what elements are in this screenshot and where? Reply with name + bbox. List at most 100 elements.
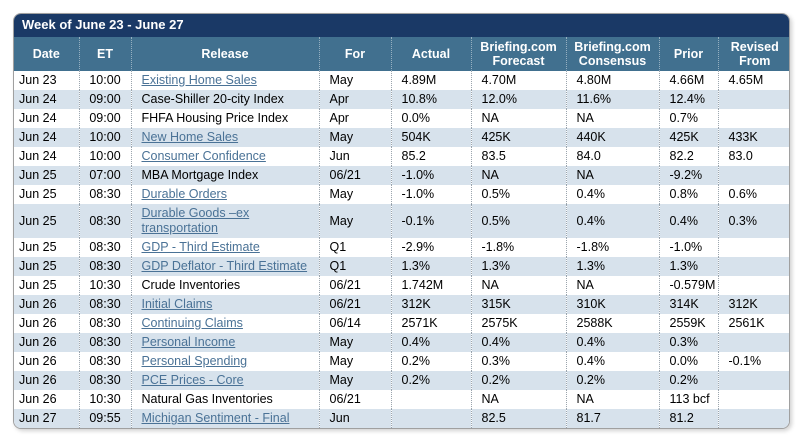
cell-consensus: NA xyxy=(565,109,659,128)
release-link[interactable]: GDP Deflator - Third Estimate xyxy=(141,259,308,273)
col-header-prior: Prior xyxy=(658,37,718,71)
cell-consensus: 4.80M xyxy=(565,71,659,90)
table-row: Jun 26 08:30 Continuing Claims 06/14 257… xyxy=(14,314,789,333)
cell-release: Durable Goods –ex transportation xyxy=(130,204,319,238)
table-row: Jun 25 10:30 Crude Inventories 06/21 1.7… xyxy=(14,276,789,295)
release-link[interactable]: Initial Claims xyxy=(141,297,213,311)
table-row: Jun 25 07:00 MBA Mortgage Index 06/21 -1… xyxy=(14,166,789,185)
cell-et: 09:00 xyxy=(78,109,131,128)
cell-revised xyxy=(717,238,789,257)
cell-prior: 0.8% xyxy=(658,185,718,204)
cell-date: Jun 25 xyxy=(19,168,57,182)
cell-actual: 0.4% xyxy=(390,333,471,352)
col-header-actual: Actual xyxy=(390,37,471,71)
release-link[interactable]: New Home Sales xyxy=(141,130,239,144)
table-row: Jun 24 09:00 Case-Shiller 20-city Index … xyxy=(14,90,789,109)
col-header-briefing-forecast: Briefing.com Forecast xyxy=(470,37,566,71)
cell-for: 06/21 xyxy=(318,276,391,295)
cell-prior: 0.0% xyxy=(658,352,718,371)
cell-for: May xyxy=(318,352,391,371)
cell-et: 08:30 xyxy=(78,333,131,352)
cell-et: 10:30 xyxy=(78,276,131,295)
cell-forecast: 82.5 xyxy=(470,409,566,428)
release-link[interactable]: Personal Income xyxy=(141,335,236,349)
cell-date: Jun 27 xyxy=(19,411,57,425)
cell-release: Personal Spending xyxy=(130,352,319,371)
cell-revised: 0.6% xyxy=(717,185,789,204)
cell-release: Durable Orders xyxy=(130,185,319,204)
cell-release: MBA Mortgage Index xyxy=(130,166,319,185)
cell-et: 08:30 xyxy=(78,352,131,371)
cell-prior: 81.2 xyxy=(658,409,718,428)
cell-forecast: 1.3% xyxy=(470,257,566,276)
cell-consensus: 0.2% xyxy=(565,371,659,390)
cell-et: 10:00 xyxy=(78,147,131,166)
cell-consensus: NA xyxy=(565,390,659,409)
cell-for: May xyxy=(318,204,391,238)
cell-release: New Home Sales xyxy=(130,128,319,147)
table-row: Jun 27 09:55 Michigan Sentiment - Final … xyxy=(14,409,789,428)
cell-for: May xyxy=(318,185,391,204)
cell-et: 10:30 xyxy=(78,390,131,409)
cell-forecast: NA xyxy=(470,166,566,185)
cell-release: FHFA Housing Price Index xyxy=(130,109,319,128)
cell-et: 10:00 xyxy=(78,128,131,147)
release-link[interactable]: Existing Home Sales xyxy=(141,73,257,87)
cell-forecast: 0.2% xyxy=(470,371,566,390)
week-title: Week of June 23 - June 27 xyxy=(22,17,184,32)
cell-consensus: 0.4% xyxy=(565,333,659,352)
release-link[interactable]: Consumer Confidence xyxy=(141,149,266,163)
cell-release: Initial Claims xyxy=(130,295,319,314)
cell-et: 08:30 xyxy=(78,204,131,238)
cell-et: 07:00 xyxy=(78,166,131,185)
cell-date: Jun 24 xyxy=(19,130,57,144)
cell-date: Jun 25 xyxy=(19,259,57,273)
cell-actual: 0.2% xyxy=(390,371,471,390)
release-link[interactable]: Continuing Claims xyxy=(141,316,243,330)
cell-release: GDP Deflator - Third Estimate xyxy=(130,257,319,276)
cell-prior: -9.2% xyxy=(658,166,718,185)
release-link[interactable]: Michigan Sentiment - Final xyxy=(141,411,290,425)
cell-date: Jun 25 xyxy=(19,278,57,292)
cell-actual: 85.2 xyxy=(390,147,471,166)
release-link[interactable]: Personal Spending xyxy=(141,354,248,368)
release-link[interactable]: PCE Prices - Core xyxy=(141,373,244,387)
cell-consensus: -1.8% xyxy=(565,238,659,257)
cell-date: Jun 26 xyxy=(19,335,57,349)
cell-actual xyxy=(390,409,471,428)
cell-prior: 0.2% xyxy=(658,371,718,390)
table-row: Jun 26 08:30 Personal Spending May 0.2% … xyxy=(14,352,789,371)
cell-et: 09:00 xyxy=(78,90,131,109)
cell-for: Jun xyxy=(318,409,391,428)
cell-release: Natural Gas Inventories xyxy=(130,390,319,409)
cell-date: Jun 25 xyxy=(19,240,57,254)
cell-actual: 4.89M xyxy=(390,71,471,90)
cell-revised: 0.3% xyxy=(717,204,789,238)
cell-forecast: -1.8% xyxy=(470,238,566,257)
cell-prior: 0.4% xyxy=(658,204,718,238)
cell-date: Jun 25 xyxy=(19,187,57,201)
cell-consensus: 0.4% xyxy=(565,204,659,238)
col-header-revised-from: Revised From xyxy=(717,37,789,71)
cell-date: Jun 23 xyxy=(19,73,57,87)
cell-forecast: 0.5% xyxy=(470,204,566,238)
table-row: Jun 24 10:00 New Home Sales May 504K 425… xyxy=(14,128,789,147)
cell-date: Jun 25 xyxy=(19,213,57,228)
cell-actual: 504K xyxy=(390,128,471,147)
cell-for: May xyxy=(318,333,391,352)
cell-for: Apr xyxy=(318,109,391,128)
cell-prior: 425K xyxy=(658,128,718,147)
cell-revised: 83.0 xyxy=(717,147,789,166)
cell-revised: 2561K xyxy=(717,314,789,333)
cell-prior: 4.66M xyxy=(658,71,718,90)
cell-for: Apr xyxy=(318,90,391,109)
cell-actual: -0.1% xyxy=(390,204,471,238)
release-link[interactable]: Durable Goods –ex transportation xyxy=(141,206,250,235)
table-row: Jun 26 08:30 Personal Income May 0.4% 0.… xyxy=(14,333,789,352)
release-link[interactable]: Durable Orders xyxy=(141,187,227,201)
cell-consensus: 440K xyxy=(565,128,659,147)
cell-forecast: 83.5 xyxy=(470,147,566,166)
release-link[interactable]: GDP - Third Estimate xyxy=(141,240,260,254)
cell-forecast: 425K xyxy=(470,128,566,147)
cell-forecast: 0.5% xyxy=(470,185,566,204)
